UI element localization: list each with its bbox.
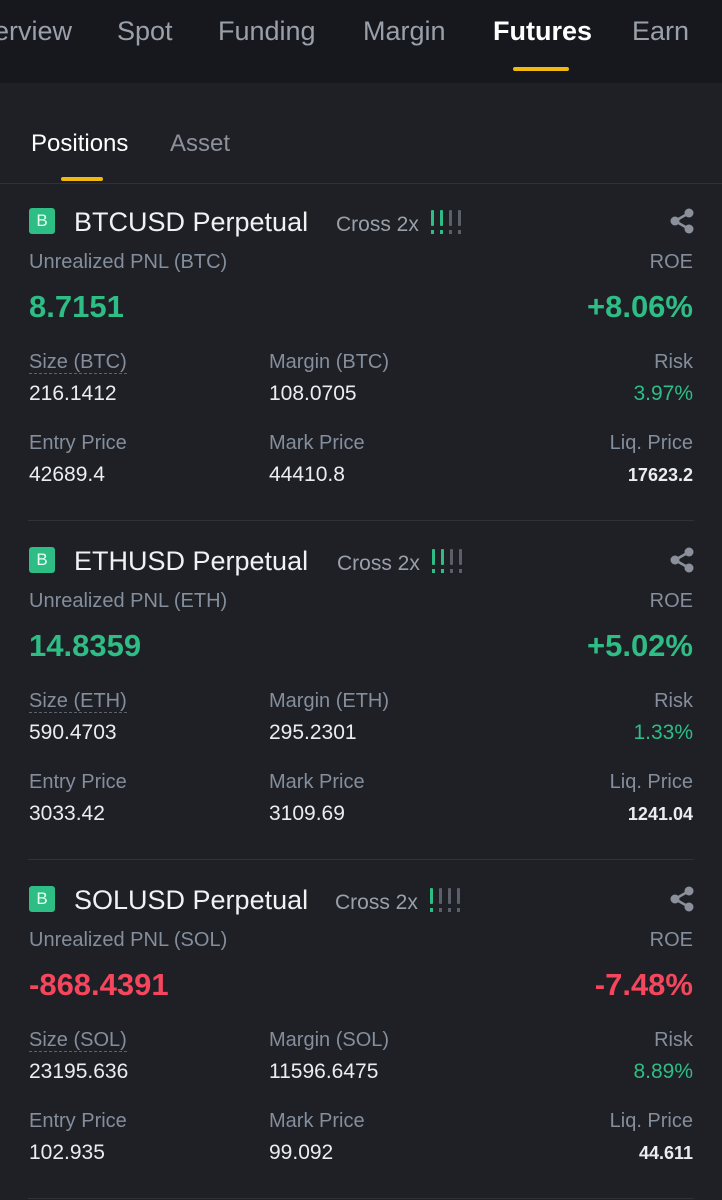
share-icon[interactable] bbox=[668, 207, 696, 235]
mark-price-label: Mark Price bbox=[269, 1110, 365, 1132]
margin-value: 108.0705 bbox=[269, 382, 357, 405]
tab-spot[interactable]: Spot bbox=[117, 16, 173, 46]
adl-indicator[interactable] bbox=[430, 884, 470, 916]
adl-indicator[interactable] bbox=[432, 545, 472, 577]
entry-price-value: 102.935 bbox=[29, 1141, 105, 1164]
risk-label: Risk bbox=[654, 690, 693, 712]
entry-price-label: Entry Price bbox=[29, 432, 127, 454]
active-tab-indicator bbox=[513, 67, 569, 71]
leverage-label[interactable]: Cross 2x bbox=[335, 891, 418, 914]
mark-price-label: Mark Price bbox=[269, 771, 365, 793]
adl-bar bbox=[441, 549, 444, 573]
adl-bar bbox=[450, 549, 453, 573]
mark-price-label: Mark Price bbox=[269, 432, 365, 454]
adl-bar bbox=[432, 549, 435, 573]
adl-bar bbox=[440, 210, 443, 234]
roe-label: ROE bbox=[649, 929, 693, 951]
side-badge: B bbox=[29, 886, 55, 912]
size-value: 23195.636 bbox=[29, 1060, 129, 1083]
pnl-label: Unrealized PNL (ETH) bbox=[29, 590, 228, 612]
liq-price-label: Liq. Price bbox=[609, 432, 693, 454]
liq-price-value: 17623.2 bbox=[627, 465, 693, 485]
pnl-label: Unrealized PNL (SOL) bbox=[29, 929, 228, 951]
adl-bar bbox=[449, 210, 452, 234]
size-value: 590.4703 bbox=[29, 721, 117, 744]
position-card[interactable]: B SOLUSD Perpetual Cross 2x Unrealized P… bbox=[0, 861, 722, 1199]
tab-funding[interactable]: Funding bbox=[218, 16, 316, 46]
position-card[interactable]: B ETHUSD Perpetual Cross 2x Unrealized P… bbox=[0, 522, 722, 860]
tab-futures[interactable]: Futures bbox=[493, 16, 593, 46]
side-badge: B bbox=[29, 547, 55, 573]
card-divider bbox=[28, 859, 694, 860]
roe-value: -7.48% bbox=[594, 967, 693, 1002]
liq-price-label: Liq. Price bbox=[609, 771, 693, 793]
top-nav: erview Spot Funding Margin Futures Earn bbox=[0, 0, 722, 83]
position-symbol[interactable]: BTCUSD Perpetual bbox=[74, 207, 309, 237]
position-symbol[interactable]: SOLUSD Perpetual bbox=[74, 885, 309, 915]
risk-value: 3.97% bbox=[633, 382, 693, 405]
adl-bar bbox=[458, 210, 461, 234]
leverage-label[interactable]: Cross 2x bbox=[337, 552, 420, 575]
leverage-label[interactable]: Cross 2x bbox=[336, 213, 419, 236]
side-badge: B bbox=[29, 208, 55, 234]
adl-bar bbox=[459, 549, 462, 573]
liq-price-value: 1241.04 bbox=[627, 804, 693, 824]
entry-price-value: 42689.4 bbox=[29, 463, 105, 486]
card-divider bbox=[28, 1198, 694, 1199]
liq-price-value: 44.611 bbox=[638, 1143, 693, 1163]
sub-tabs: Positions Asset bbox=[0, 83, 722, 184]
position-card[interactable]: B BTCUSD Perpetual Cross 2x Unrealized P… bbox=[0, 183, 722, 521]
adl-bar bbox=[431, 210, 434, 234]
adl-indicator[interactable] bbox=[431, 206, 471, 238]
risk-label: Risk bbox=[654, 1029, 693, 1051]
tab-overview[interactable]: erview bbox=[0, 16, 73, 46]
pnl-value: 8.7151 bbox=[29, 289, 124, 324]
size-label: Size (SOL) bbox=[29, 1029, 127, 1052]
size-value: 216.1412 bbox=[29, 382, 117, 405]
mark-price-value: 3109.69 bbox=[269, 802, 345, 825]
adl-bar bbox=[448, 888, 451, 912]
pnl-value: -868.4391 bbox=[29, 967, 169, 1002]
adl-bar bbox=[430, 888, 433, 912]
position-symbol[interactable]: ETHUSD Perpetual bbox=[74, 546, 309, 576]
tab-asset[interactable]: Asset bbox=[170, 130, 231, 157]
share-icon[interactable] bbox=[668, 546, 696, 574]
liq-price-label: Liq. Price bbox=[609, 1110, 693, 1132]
entry-price-value: 3033.42 bbox=[29, 802, 105, 825]
adl-bar bbox=[457, 888, 460, 912]
tab-positions[interactable]: Positions bbox=[31, 130, 129, 157]
risk-value: 1.33% bbox=[633, 721, 693, 744]
share-icon[interactable] bbox=[668, 885, 696, 913]
mark-price-value: 99.092 bbox=[269, 1141, 334, 1164]
pnl-label: Unrealized PNL (BTC) bbox=[29, 251, 228, 273]
roe-label: ROE bbox=[649, 251, 693, 273]
size-label: Size (BTC) bbox=[29, 351, 127, 374]
adl-bar bbox=[439, 888, 442, 912]
card-divider bbox=[28, 520, 694, 521]
mark-price-value: 44410.8 bbox=[269, 463, 345, 486]
active-subtab-indicator bbox=[61, 177, 103, 181]
risk-label: Risk bbox=[654, 351, 693, 373]
pnl-value: 14.8359 bbox=[29, 628, 142, 663]
entry-price-label: Entry Price bbox=[29, 1110, 127, 1132]
margin-label: Margin (ETH) bbox=[269, 690, 390, 712]
roe-value: +8.06% bbox=[586, 289, 693, 324]
tab-earn[interactable]: Earn bbox=[632, 16, 690, 46]
roe-value: +5.02% bbox=[586, 628, 693, 663]
tab-margin[interactable]: Margin bbox=[363, 16, 446, 46]
size-label: Size (ETH) bbox=[29, 690, 127, 713]
roe-label: ROE bbox=[649, 590, 693, 612]
margin-label: Margin (BTC) bbox=[269, 351, 390, 373]
margin-value: 11596.6475 bbox=[269, 1060, 379, 1083]
margin-label: Margin (SOL) bbox=[269, 1029, 390, 1051]
risk-value: 8.89% bbox=[633, 1060, 693, 1083]
margin-value: 295.2301 bbox=[269, 721, 357, 744]
entry-price-label: Entry Price bbox=[29, 771, 127, 793]
